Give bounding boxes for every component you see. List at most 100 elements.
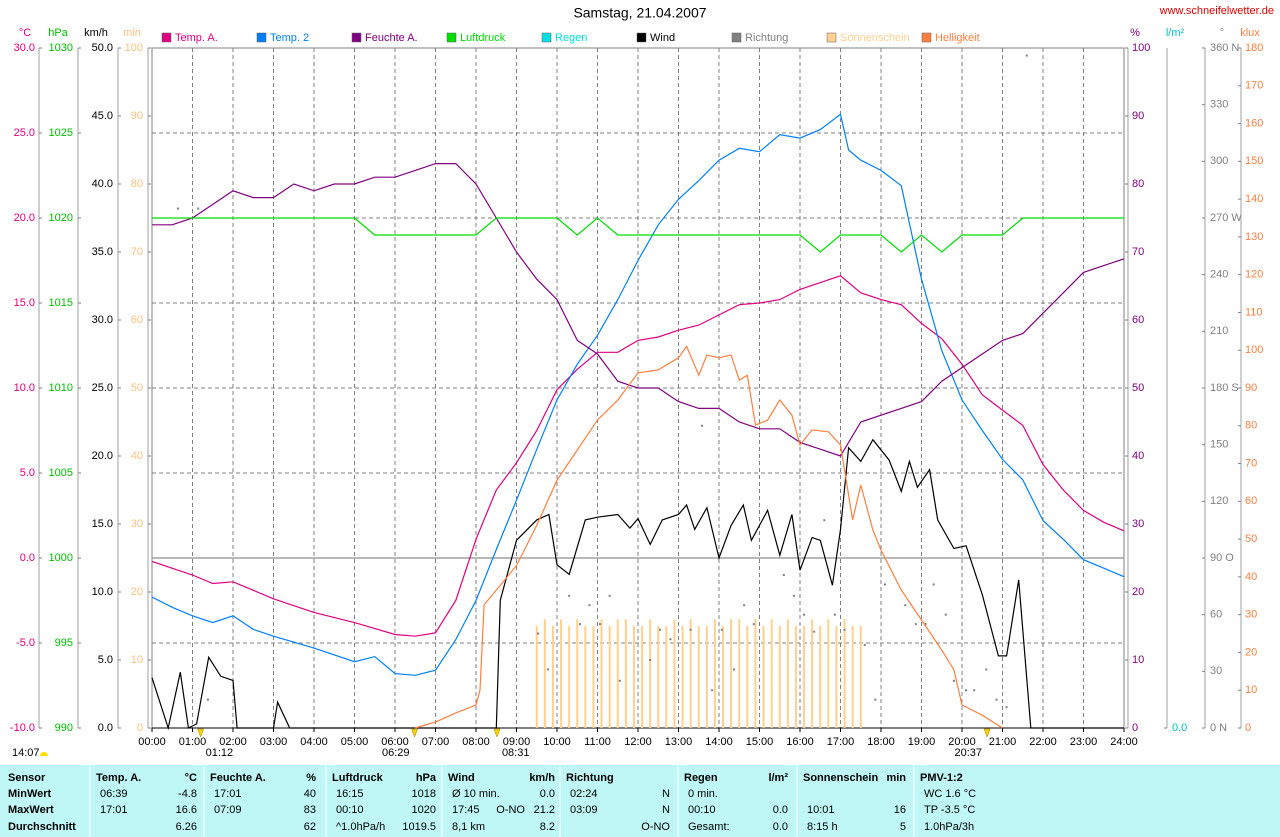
y-tick-label: 330 [1210,99,1228,111]
sunshine-bar [584,626,587,728]
axis-unit: min [123,27,141,39]
y-tick-label: 360 N [1210,42,1239,54]
direction-dot [965,689,968,692]
y-tick-label: 20.0 [14,212,35,224]
sunshine-bar [624,619,627,728]
y-tick-label: 80 [1132,178,1144,190]
y-tick-label: 0 N [1210,722,1227,734]
sunshine-bar [770,619,773,728]
table-cell: 21.2 [534,804,555,816]
y-tick-label: 0 [137,722,143,734]
annotation-icon [40,752,48,756]
legend-swatch [636,32,647,43]
series-line [151,438,1124,731]
x-tick-label: 24:00 [1110,736,1138,748]
axis-unit: ° [1220,27,1224,39]
x-tick-label: 03:00 [260,736,288,748]
table-cell: Gesamt: [688,821,730,833]
y-tick-label: 30.0 [14,42,35,54]
direction-dot [649,659,652,661]
table-header-unit: % [306,772,316,784]
y-tick-label: 160 [1245,117,1263,129]
sunshine-bar [722,626,725,728]
series-line [415,345,1003,729]
y-tick-label: 1015 [49,297,73,309]
y-tick-label: 100 [1245,344,1263,356]
direction-dot [752,623,755,626]
series-line [152,163,1125,457]
y-tick-label: 0.0 [20,552,35,564]
sunshine-bar [632,626,635,728]
y-tick-label: 0 [1132,722,1138,734]
chart-title: Samstag, 21.04.2007 [573,5,706,21]
y-tick-label: 20.0 [92,450,113,462]
table-cell: 8:15 h [807,821,838,833]
y-tick-label: 50.0 [92,42,113,54]
direction-dot [813,630,816,633]
y-tick-label: 150 [1210,439,1228,451]
table-cell: 8,1 km [452,821,485,833]
sunshine-bar [819,626,822,728]
x-tick-label: 12:00 [624,736,652,748]
sunshine-bar [811,619,814,728]
y-tick-label: 1030 [49,42,73,54]
table-header: Richtung [566,772,614,784]
direction-dot [792,594,795,597]
direction-dot [669,638,672,641]
y-tick-label: 60 [1210,609,1222,621]
direction-dot [732,668,735,671]
x-tick-label: 17:00 [827,736,855,748]
y-tick-label: 240 [1210,269,1228,281]
legend-label: Helligkeit [935,32,980,44]
y-tick-label: 25.0 [92,382,113,394]
sunshine-bar [859,626,862,728]
source-link[interactable]: www.schneifelwetter.de [1159,5,1274,17]
y-tick-label: 80 [131,178,143,190]
sunshine-bar [576,619,579,728]
table-cell: 17:01 [214,788,242,800]
y-tick-label: 90 O [1210,552,1234,564]
sunshine-bar [705,626,708,728]
x-tick-label: 14:00 [705,736,733,748]
sunshine-bar [843,619,846,728]
direction-dot [932,583,935,586]
table-cell: 0.0 [540,788,555,800]
sunshine-bar [673,619,676,728]
annotation-label: 01:12 [206,747,234,759]
sunshine-bar [738,619,741,728]
y-tick-label: 60 [1245,495,1257,507]
table-row-label: Durchschnitt [8,821,76,833]
sunshine-bar [794,626,797,728]
direction-dot [197,207,200,210]
x-tick-label: 00:00 [138,736,166,748]
y-tick-label: 30 [1210,665,1222,677]
axis-unit: hPa [48,27,68,39]
direction-dot [884,583,887,586]
direction-dot [743,604,746,607]
table-header: Sensor [8,772,46,784]
y-tick-label: 140 [1245,193,1263,205]
y-tick-label: 5.0 [98,654,113,666]
sunshine-bar [551,626,554,728]
y-tick-label: 100 [1132,42,1150,54]
sunshine-bar [786,619,789,728]
table-cell: 10:01 [807,804,835,816]
y-tick-label: 1010 [49,382,73,394]
direction-dot [689,628,692,631]
annotation-label: 20:37 [954,747,982,759]
y-tick-label: 30 [131,518,143,530]
sunshine-bar [713,619,716,728]
y-tick-label: 10 [131,654,143,666]
y-tick-label: 110 [1245,306,1263,318]
table-header-unit: km/h [529,772,555,784]
x-tick-label: 19:00 [908,736,936,748]
sunshine-bar [560,619,563,728]
table-cell: ^1.0hPa/h [336,821,385,833]
table-header: PMV-1:2 [920,772,963,784]
table-cell: 5 [900,821,906,833]
direction-dot [618,679,621,682]
table-cell: 0 min. [688,788,718,800]
legend-swatch [351,32,362,43]
